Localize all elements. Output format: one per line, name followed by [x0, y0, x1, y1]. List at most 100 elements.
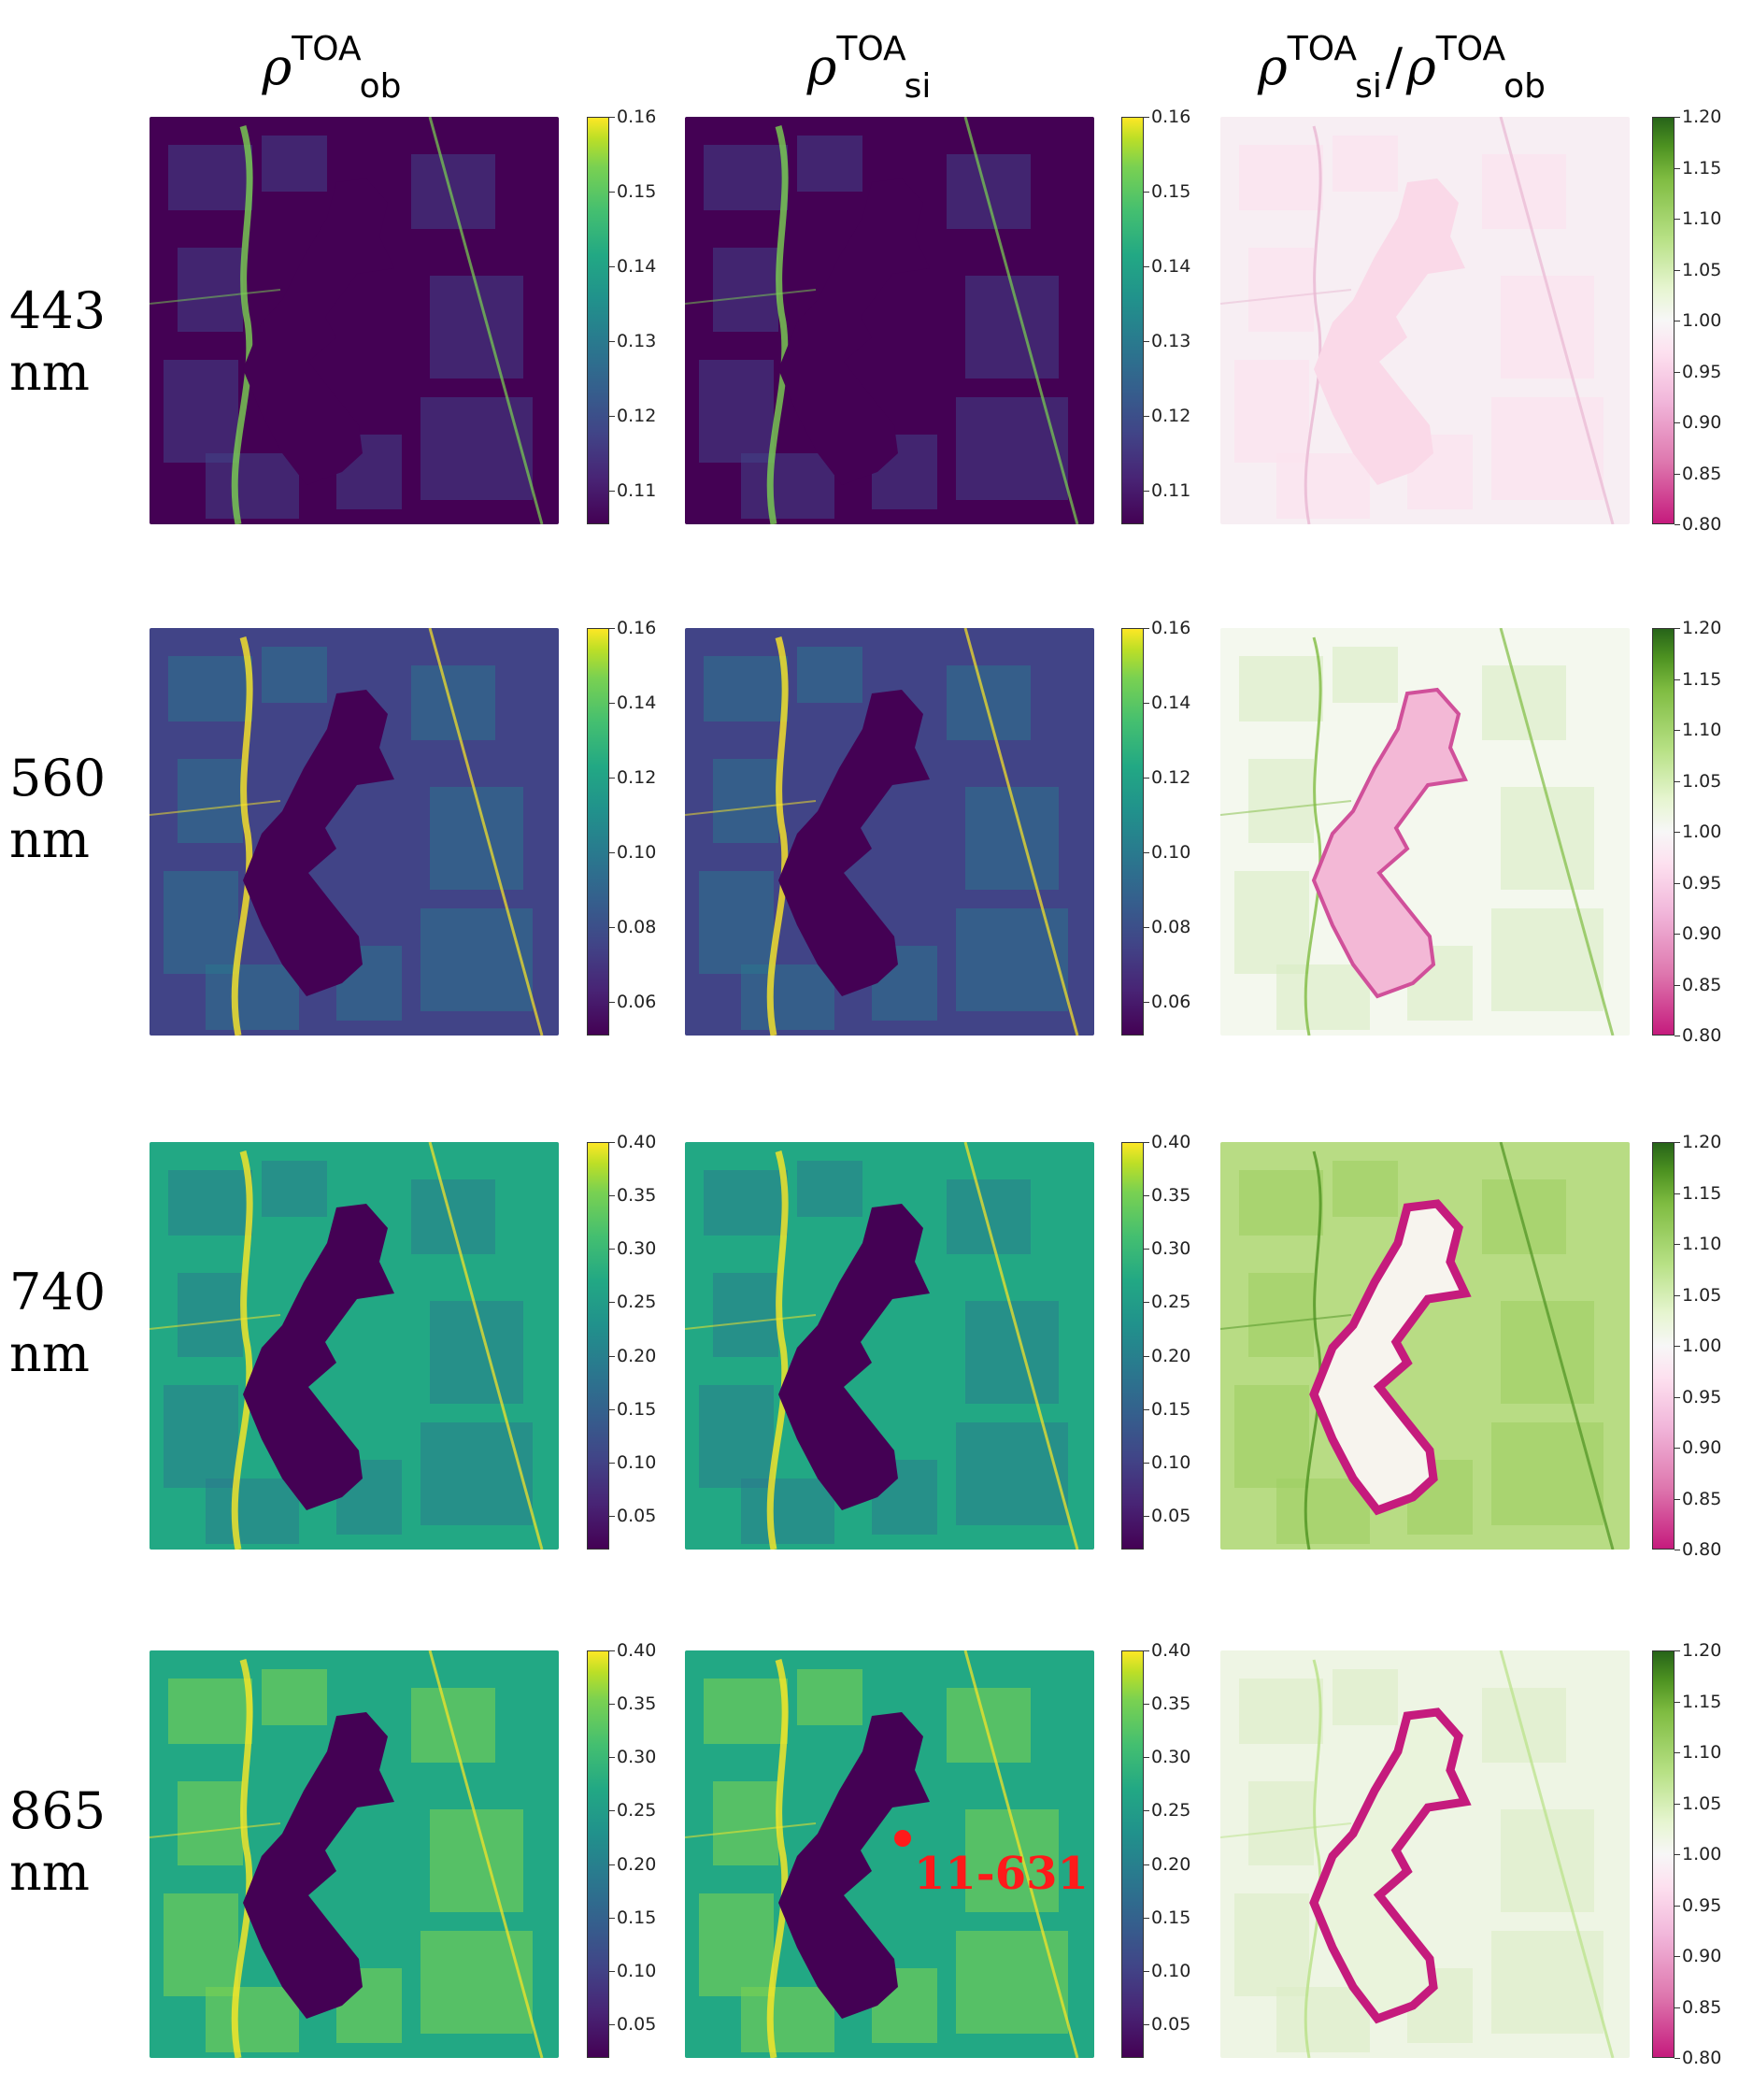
- colorbar-tick-label: 0.11: [1143, 480, 1191, 501]
- colorbar-tick-label: 1.05: [1674, 1284, 1722, 1306]
- header-symbol: ρ: [1257, 37, 1288, 96]
- colorbar-tick-label: 0.35: [1143, 1693, 1191, 1715]
- wavelength-unit: nm: [9, 1324, 90, 1383]
- land-patch: [713, 248, 778, 332]
- row-label-560: 560 nm: [9, 748, 121, 871]
- wavelength-unit: nm: [9, 343, 90, 402]
- land-patch: [713, 1781, 778, 1865]
- colorbar-tick-label: 0.16: [608, 618, 657, 638]
- colorbar-tick-label: 0.10: [1143, 1960, 1191, 1981]
- toa-ratio-map: [1220, 628, 1630, 1036]
- colorbar-tick-label: 1.00: [1674, 1844, 1722, 1864]
- colorbar-tick-label: 0.30: [608, 1747, 657, 1768]
- colorbar-tick-label: 0.13: [1143, 331, 1191, 351]
- land-patch: [713, 759, 778, 843]
- road-line: [428, 628, 544, 1036]
- colorbar-tick-label: 0.95: [1674, 872, 1722, 893]
- colorbar-tick-label: 0.95: [1674, 1894, 1722, 1916]
- land-patch: [168, 145, 252, 210]
- road-line: [1499, 117, 1615, 524]
- simulated-toa-map: [685, 1142, 1094, 1550]
- land-patch: [178, 1781, 243, 1865]
- land-patch: [1234, 871, 1309, 974]
- land-patch: [1239, 1679, 1323, 1744]
- land-patch: [1501, 1809, 1594, 1912]
- road-line: [428, 117, 544, 524]
- land-patch: [262, 647, 327, 703]
- colorbar-tick-label: 0.10: [1143, 842, 1191, 863]
- colorbar-tick-label: 0.90: [1674, 412, 1722, 433]
- colorbar-tick-label: 0.12: [1143, 406, 1191, 426]
- header-sub: ob: [359, 67, 402, 106]
- land-patch: [430, 787, 523, 890]
- colorbar-tick-label: 1.05: [1674, 1793, 1722, 1814]
- road-line: [150, 1314, 281, 1330]
- land-patch: [1333, 647, 1398, 703]
- road-line: [963, 1650, 1079, 2058]
- land-patch: [965, 1809, 1059, 1912]
- land-patch: [947, 665, 1031, 740]
- colorbar-tick-label: 0.12: [608, 406, 657, 426]
- land-patch: [1333, 136, 1398, 192]
- land-patch: [965, 1301, 1059, 1404]
- road-line: [428, 1650, 544, 2058]
- land-patch: [1248, 248, 1314, 332]
- header-sup: TOA: [292, 30, 362, 68]
- river-line: [1304, 1659, 1322, 2058]
- land-patch: [178, 759, 243, 843]
- colorbar-tick-label: 0.80: [1674, 1025, 1722, 1046]
- colorbar-tick-label: 0.25: [1143, 1292, 1191, 1313]
- land-patch: [262, 136, 327, 192]
- sample-point-marker: [894, 1830, 911, 1847]
- colorbar-tick-label: 0.30: [608, 1238, 657, 1260]
- header-sup: TOA: [1287, 30, 1358, 68]
- colorbar-tick-label: 0.85: [1674, 974, 1722, 995]
- column-header-observed: ρTOAob: [117, 0, 547, 106]
- colorbar-tick-label: 0.30: [1143, 1747, 1191, 1768]
- land-patch: [1239, 656, 1323, 721]
- land-patch: [178, 248, 243, 332]
- road-line: [150, 800, 281, 816]
- reflectance-colorbar: [587, 1142, 609, 1550]
- colorbar-tick-label: 0.15: [1143, 1398, 1191, 1420]
- colorbar-tick-label: 0.95: [1674, 361, 1722, 382]
- colorbar-tick-label: 1.15: [1674, 668, 1722, 690]
- land-patch: [1276, 1987, 1370, 2052]
- land-patch: [420, 908, 533, 1011]
- colorbar-tick-label: 0.20: [1143, 1853, 1191, 1875]
- colorbar-tick-label: 0.15: [608, 1907, 657, 1928]
- land-patch: [1491, 908, 1603, 1011]
- land-patch: [262, 1161, 327, 1217]
- colorbar-tick-label: 1.10: [1674, 1742, 1722, 1763]
- road-line: [150, 289, 281, 305]
- river-line: [766, 125, 789, 524]
- observed-toa-map: [150, 117, 559, 524]
- colorbar-tick-label: 0.90: [1674, 1946, 1722, 1966]
- land-patch: [699, 1893, 774, 1996]
- road-line: [1220, 1314, 1352, 1330]
- land-patch: [699, 871, 774, 974]
- land-patch: [430, 276, 523, 379]
- colorbar-tick-label: 0.15: [1143, 181, 1191, 202]
- land-patch: [206, 1987, 299, 2052]
- land-patch: [1239, 145, 1323, 210]
- colorbar-tick-label: 0.05: [1143, 1506, 1191, 1526]
- header-symbol: ρ: [262, 37, 292, 96]
- reflectance-colorbar: [1121, 1142, 1144, 1550]
- river-line: [231, 125, 253, 524]
- colorbar-tick-label: 0.25: [1143, 1800, 1191, 1821]
- land-patch: [741, 1987, 834, 2052]
- header-symbol: ρ: [806, 37, 837, 96]
- land-patch: [1333, 1669, 1398, 1725]
- wavelength-unit: nm: [9, 1843, 90, 1902]
- land-patch: [411, 154, 495, 229]
- colorbar-tick-label: 0.90: [1674, 1437, 1722, 1458]
- simulated-toa-map: [685, 1650, 1094, 2058]
- land-patch: [164, 360, 238, 463]
- wavelength-value: 443: [9, 281, 107, 340]
- lake-shape: [243, 690, 394, 996]
- header-sub: ob: [1504, 67, 1546, 106]
- colorbar-tick-label: 1.20: [1674, 618, 1722, 638]
- colorbar-tick-label: 0.12: [608, 767, 657, 788]
- toa-ratio-map: [1220, 1142, 1630, 1550]
